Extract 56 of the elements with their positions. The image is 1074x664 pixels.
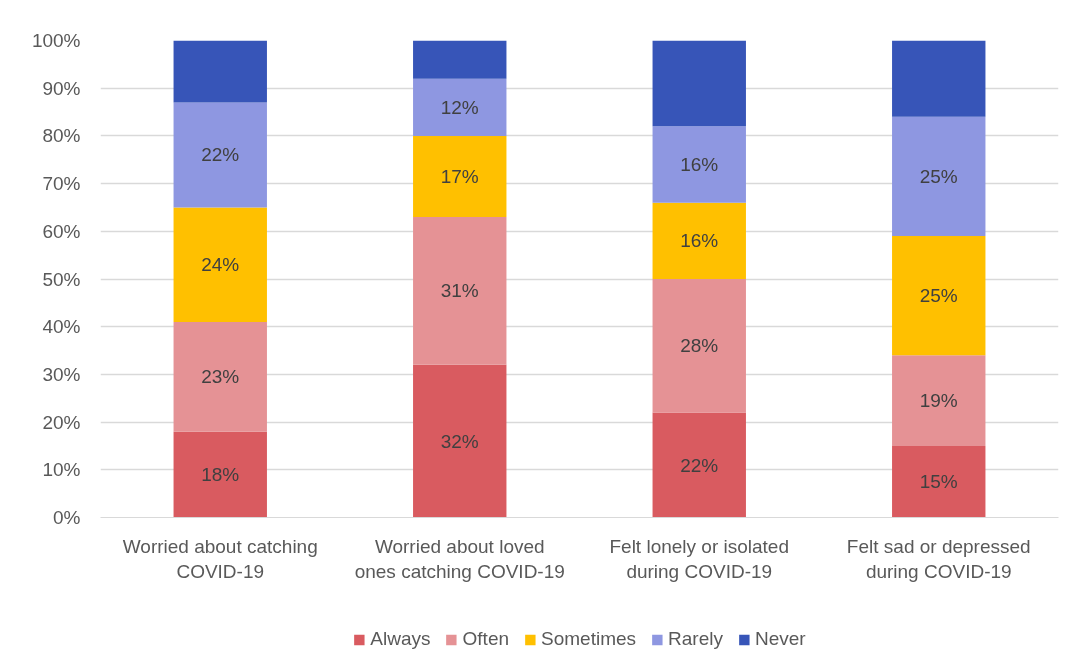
bar	[413, 40, 507, 79]
legend-label: Rarely	[668, 628, 723, 650]
x-tick-label: Felt sad or depressed during COVID-19	[846, 535, 1031, 582]
legend-label: Often	[462, 628, 510, 650]
data-label: 16%	[680, 230, 719, 252]
data-label: 25%	[919, 165, 958, 187]
bar	[173, 321, 267, 432]
y-tick-label: 40%	[42, 316, 81, 338]
bar	[892, 236, 986, 356]
x-tick-label: Felt lonely or isolated during COVID-19	[609, 535, 790, 582]
data-label: 24%	[201, 254, 240, 276]
y-tick-label: 50%	[42, 268, 81, 290]
y-tick-label: 20%	[42, 411, 81, 433]
bar	[413, 216, 507, 365]
legend-label: Sometimes	[541, 628, 637, 650]
bar	[892, 445, 986, 518]
bar	[652, 40, 746, 127]
bar	[892, 355, 986, 446]
data-label: 28%	[680, 335, 719, 357]
y-tick-label: 60%	[42, 220, 81, 242]
bar	[652, 279, 746, 413]
bar	[173, 40, 267, 103]
bar	[173, 431, 267, 518]
data-label: 32%	[440, 430, 479, 452]
data-label: 19%	[919, 390, 958, 412]
y-tick-label: 30%	[42, 363, 81, 385]
data-label: 22%	[201, 144, 240, 166]
bar	[413, 78, 507, 136]
bar	[173, 102, 267, 208]
y-tick-label: 10%	[42, 459, 81, 481]
y-tick-label: 80%	[42, 125, 81, 147]
y-tick-label: 90%	[42, 77, 81, 99]
y-tick-label: 70%	[42, 173, 81, 195]
data-label: 31%	[440, 280, 479, 302]
data-label: 25%	[919, 285, 958, 307]
bar	[892, 40, 986, 117]
data-label: 18%	[201, 464, 240, 486]
x-tick-label: Worried about loved ones catching COVID-19	[354, 535, 565, 582]
data-label: 16%	[680, 154, 719, 176]
bar	[413, 364, 507, 518]
y-tick-label: 100%	[31, 30, 81, 51]
y-tick-label: 0%	[53, 507, 81, 528]
x-tick-label: Worried about catching COVID-19	[122, 535, 318, 582]
bar	[413, 135, 507, 217]
data-label: 12%	[440, 96, 479, 118]
bar	[892, 116, 986, 237]
data-label: 23%	[201, 366, 240, 388]
data-label: 15%	[919, 471, 958, 493]
bar	[652, 126, 746, 203]
data-label: 22%	[680, 454, 719, 476]
bar	[652, 202, 746, 279]
bar	[173, 207, 267, 322]
legend-label: Never	[754, 628, 806, 650]
bar	[652, 412, 746, 518]
legend-label: Always	[370, 628, 431, 650]
data-label: 17%	[440, 165, 479, 187]
